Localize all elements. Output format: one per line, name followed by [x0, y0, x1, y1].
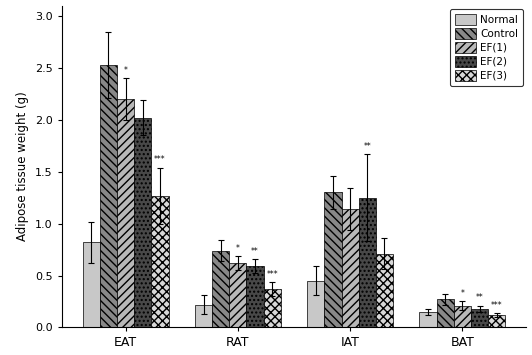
Text: *: *: [236, 244, 240, 253]
Bar: [342, 209, 359, 327]
Text: ***: ***: [267, 269, 278, 279]
Bar: [229, 263, 246, 327]
Text: ***: ***: [491, 301, 503, 310]
Bar: [376, 254, 393, 327]
Bar: [117, 99, 134, 327]
Bar: [454, 306, 471, 327]
Text: *: *: [123, 66, 128, 75]
Bar: [437, 299, 454, 327]
Text: ***: ***: [154, 155, 166, 164]
Text: *: *: [461, 289, 464, 298]
Y-axis label: Adipose tissue weight (g): Adipose tissue weight (g): [16, 92, 29, 241]
Bar: [212, 251, 229, 327]
Bar: [195, 305, 212, 327]
Bar: [100, 65, 117, 327]
Legend: Normal, Control, EF(1), EF(2), EF(3): Normal, Control, EF(1), EF(2), EF(3): [450, 9, 523, 86]
Bar: [82, 242, 100, 327]
Bar: [471, 309, 488, 327]
Bar: [307, 281, 325, 327]
Bar: [488, 315, 505, 327]
Bar: [419, 312, 437, 327]
Bar: [134, 118, 151, 327]
Bar: [151, 196, 169, 327]
Bar: [264, 289, 281, 327]
Bar: [359, 198, 376, 327]
Text: **: **: [363, 142, 371, 151]
Text: **: **: [251, 247, 259, 256]
Bar: [246, 266, 264, 327]
Text: **: **: [476, 294, 484, 302]
Bar: [325, 192, 342, 327]
